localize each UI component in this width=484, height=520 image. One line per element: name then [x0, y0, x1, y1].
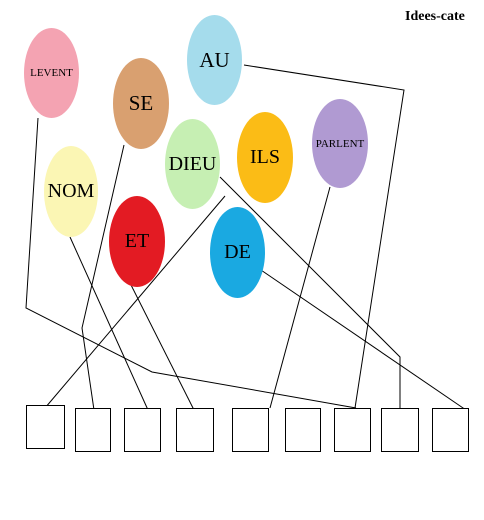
- word-label: DIEU: [168, 152, 217, 175]
- answer-slot-7[interactable]: [334, 408, 371, 452]
- answer-slot-4[interactable]: [176, 408, 214, 452]
- answer-slot-3[interactable]: [124, 408, 161, 452]
- answer-slot-6[interactable]: [285, 408, 321, 452]
- word-label: ILS: [250, 146, 280, 168]
- answer-slot-8[interactable]: [381, 408, 419, 452]
- word-bubble-au[interactable]: AU: [187, 15, 242, 105]
- word-label: NOM: [47, 180, 95, 202]
- word-label: PARLENT: [315, 137, 365, 150]
- app-title: Idees-cate: [405, 9, 465, 24]
- word-bubble-nom[interactable]: NOM: [44, 146, 98, 237]
- word-bubble-et[interactable]: ET: [109, 196, 165, 287]
- word-bubble-se[interactable]: SE: [113, 58, 169, 149]
- word-label: DE: [224, 241, 251, 263]
- connector-levent: [25, 117, 357, 409]
- connector-se: [81, 144, 125, 411]
- connector-et: [123, 270, 195, 411]
- connector-de: [257, 267, 467, 411]
- answer-slot-1[interactable]: [26, 405, 65, 449]
- connector-dieu: [219, 176, 401, 408]
- word-label: ET: [124, 230, 150, 252]
- connector-parlent: [269, 186, 331, 409]
- answer-slot-9[interactable]: [432, 408, 469, 452]
- word-label: LEVENT: [30, 67, 73, 79]
- answer-slot-2[interactable]: [75, 408, 111, 452]
- word-bubble-dieu[interactable]: DIEU: [165, 119, 220, 209]
- word-label: AU: [199, 47, 230, 72]
- word-label: SE: [128, 91, 154, 115]
- word-bubble-ils[interactable]: ILS: [237, 112, 293, 203]
- word-bubble-de[interactable]: DE: [210, 207, 265, 298]
- connector-nom: [69, 236, 149, 411]
- word-bubble-parlent[interactable]: PARLENT: [312, 99, 368, 188]
- connector-au: [243, 64, 405, 409]
- answer-slot-5[interactable]: [232, 408, 269, 452]
- connector-ils: [44, 195, 226, 409]
- word-bubble-levent[interactable]: LEVENT: [24, 28, 79, 118]
